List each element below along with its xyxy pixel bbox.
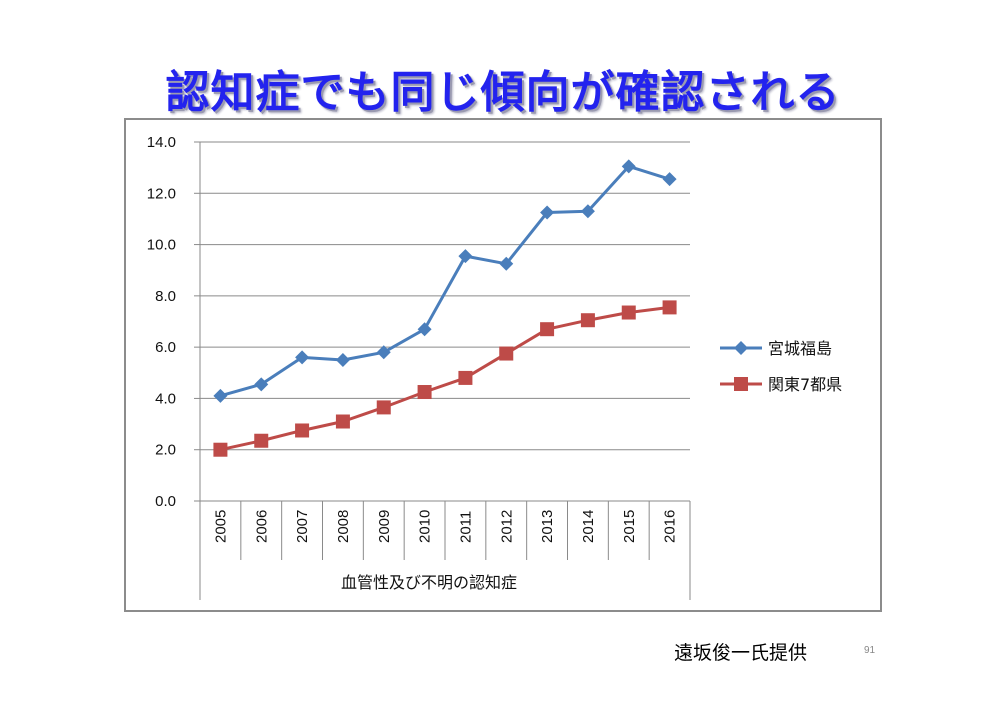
data-point-diamond <box>580 204 595 219</box>
y-tick-label: 14.0 <box>147 134 176 151</box>
credit-text: 遠坂俊一氏提供 <box>674 642 808 664</box>
x-tick-label: 2007 <box>294 510 311 543</box>
data-point-square <box>417 385 432 400</box>
data-point-diamond <box>417 322 432 337</box>
x-axis-title: 血管性及び不明の認知症 <box>341 573 517 592</box>
data-point-diamond <box>254 377 269 392</box>
x-tick-label: 2014 <box>580 510 597 543</box>
y-tick-label: 10.0 <box>147 237 176 254</box>
x-tick-label: 2013 <box>539 510 556 543</box>
data-point-square <box>213 442 228 457</box>
data-point-diamond <box>621 159 636 174</box>
series-line <box>220 164 671 398</box>
data-point-diamond <box>295 350 310 365</box>
y-tick-label: 4.0 <box>155 390 176 407</box>
x-tick-label: 2012 <box>498 510 515 543</box>
x-tick-label: 2011 <box>457 511 474 543</box>
legend-label: 関東7都県 <box>768 375 842 394</box>
y-tick-label: 6.0 <box>155 339 176 356</box>
data-point-square <box>540 322 555 337</box>
slide-title: 認知症でも同じ傾向が確認される <box>165 67 841 118</box>
data-point-diamond <box>499 256 514 271</box>
x-tick-label: 2015 <box>621 510 638 543</box>
x-tick-label: 2016 <box>662 510 679 543</box>
data-point-square <box>499 346 514 361</box>
data-point-diamond <box>540 205 555 220</box>
x-tick-label: 2005 <box>212 510 229 543</box>
data-point-diamond <box>335 352 350 367</box>
x-tick-label: 2008 <box>335 510 352 543</box>
data-point-square <box>580 313 595 328</box>
data-point-square <box>335 414 350 429</box>
data-point-diamond <box>376 345 391 360</box>
y-tick-label: 8.0 <box>155 288 176 305</box>
series-line <box>220 305 670 452</box>
chart-frame <box>124 118 882 612</box>
data-point-square <box>376 400 391 415</box>
data-point-square <box>662 300 677 315</box>
data-point-square <box>295 423 310 438</box>
y-tick-label: 2.0 <box>155 442 176 459</box>
data-point-diamond <box>213 388 228 403</box>
legend-marker-square <box>734 377 748 391</box>
data-point-square <box>621 305 636 320</box>
x-tick-label: 2010 <box>417 510 434 543</box>
legend-marker-diamond <box>734 341 748 355</box>
data-point-square <box>458 370 473 385</box>
legend-label: 宮城福島 <box>768 339 832 358</box>
data-point-diamond <box>458 249 473 264</box>
data-point-diamond <box>662 172 677 187</box>
page-number: 91 <box>864 645 876 656</box>
y-tick-label: 0.0 <box>155 493 176 510</box>
y-tick-label: 12.0 <box>147 185 176 202</box>
x-tick-label: 2009 <box>376 510 393 543</box>
x-tick-label: 2006 <box>253 510 270 543</box>
data-point-square <box>254 433 269 448</box>
